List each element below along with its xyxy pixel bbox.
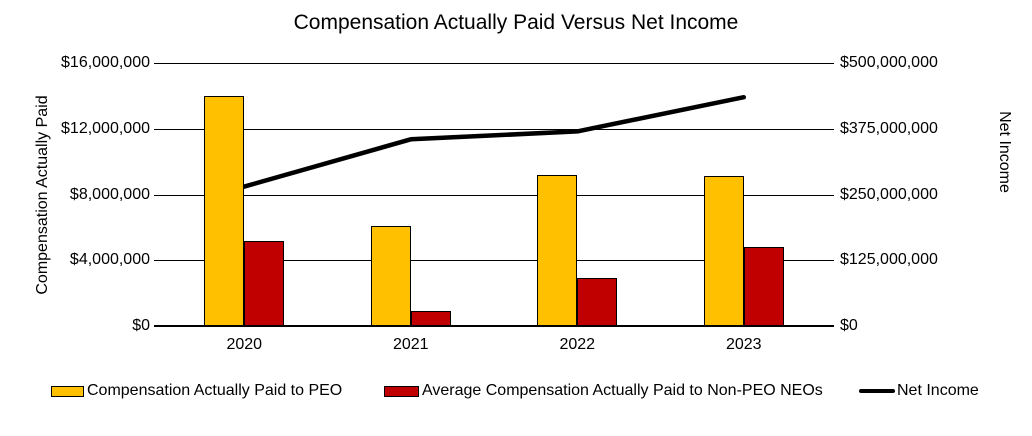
- legend-label-net-income: Net Income: [897, 382, 979, 399]
- left-axis-tick-labels: $16,000,000 $12,000,000 $8,000,000 $4,000,0…: [0, 54, 150, 334]
- legend-label-peo: Compensation Actually Paid to PEO: [87, 382, 343, 399]
- legend-item-net-income: Net Income: [859, 381, 979, 401]
- net-income-line-layer: [242, 94, 747, 189]
- bar-peo-2022: [537, 174, 578, 326]
- x-axis-label-2023: 2023: [725, 336, 762, 353]
- bar-non-peo-neos-2020: [244, 240, 285, 326]
- right-axis-tick: $500,000,000: [840, 54, 938, 71]
- gridlines-layer: [154, 63, 834, 327]
- gridline: [154, 128, 834, 130]
- x-axis-label-2021: 2021: [392, 336, 429, 353]
- legend-swatch-peo: [51, 385, 84, 397]
- net-income-line: [242, 94, 747, 189]
- right-axis-tick: $375,000,000: [840, 119, 938, 137]
- bar-non-peo-neos-2022: [577, 278, 618, 326]
- plot-area: [154, 63, 834, 327]
- legend-label-non-peo: Average Compensation Actually Paid to No…: [422, 382, 823, 399]
- right-axis-tick: $125,000,000: [840, 251, 938, 269]
- legend-swatch-net-income-line: [859, 389, 895, 393]
- bar-group-2020: [161, 63, 328, 326]
- right-axis-tick: $250,000,000: [840, 185, 938, 203]
- gridline: [154, 260, 834, 262]
- bars-layer: [161, 63, 827, 326]
- legend-item-non-peo: Average Compensation Actually Paid to No…: [384, 381, 823, 401]
- gridline: [154, 194, 834, 196]
- left-axis-tick: $8,000,000: [69, 185, 150, 203]
- bar-group-2022: [494, 63, 661, 326]
- x-axis-labels: 2020 2021 2022 2023: [161, 336, 827, 356]
- left-axis-tick: $4,000,000: [69, 251, 150, 269]
- x-axis-label-2022: 2022: [559, 336, 596, 353]
- bar-peo-2020: [204, 95, 245, 326]
- legend-item-peo: Compensation Actually Paid to PEO: [51, 381, 342, 401]
- right-axis-tick: $0: [840, 317, 858, 334]
- left-axis-tick: $16,000,000: [61, 54, 150, 71]
- left-axis-tick: $0: [132, 317, 150, 334]
- bar-peo-2021: [370, 225, 411, 326]
- gridline: [154, 63, 834, 64]
- legend-swatch-non-peo: [384, 385, 419, 397]
- left-axis-tick: $12,000,000: [61, 119, 150, 137]
- bar-non-peo-neos-2021: [410, 311, 451, 326]
- bar-peo-2023: [703, 176, 744, 326]
- chart-title: Compensation Actually Paid Versus Net In…: [293, 11, 739, 34]
- bar-group-2021: [328, 63, 495, 326]
- x-axis-line: [154, 325, 834, 327]
- x-axis-label-2020: 2020: [226, 336, 263, 353]
- right-axis-tick-labels: $500,000,000 $375,000,000 $250,000,000 $125…: [840, 54, 1030, 334]
- bar-group-2023: [661, 63, 828, 326]
- bar-non-peo-neos-2023: [743, 247, 784, 326]
